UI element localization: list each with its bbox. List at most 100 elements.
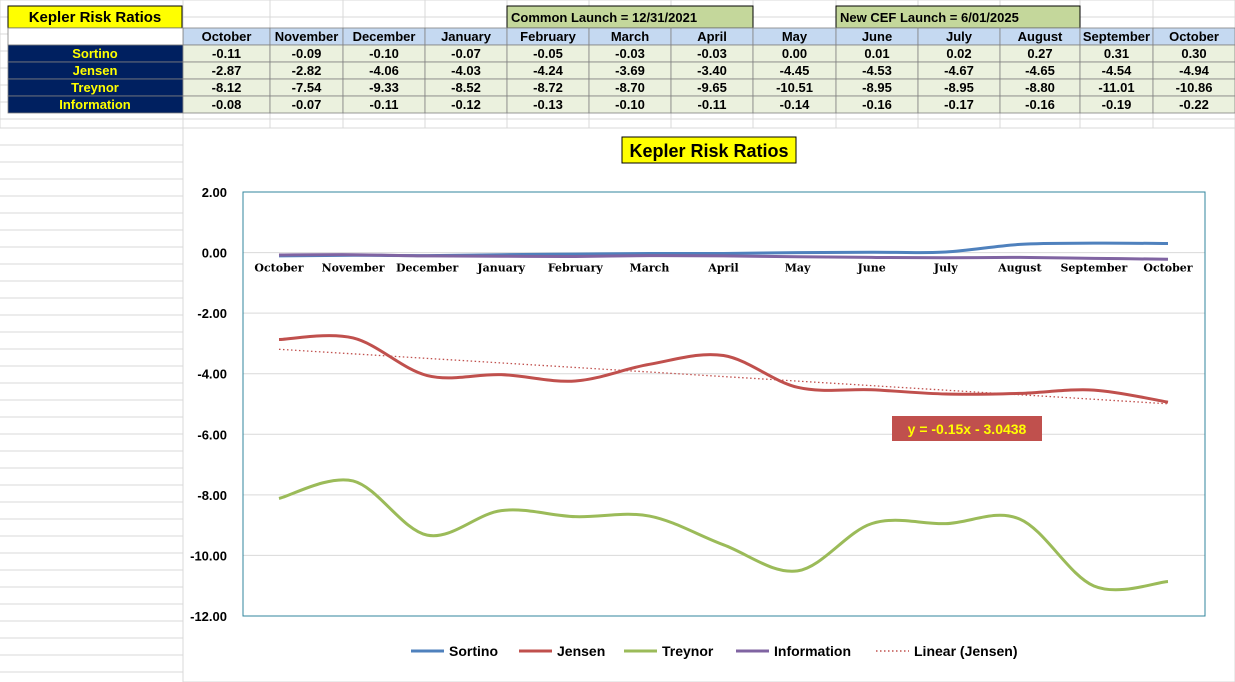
- value-text: -0.12: [451, 97, 481, 112]
- value-text: -4.24: [533, 63, 563, 78]
- common-launch-note: Common Launch = 12/31/2021: [511, 10, 697, 25]
- x-tick-label: November: [322, 262, 385, 275]
- value-text: -7.54: [292, 80, 322, 95]
- value-text: -0.16: [862, 97, 892, 112]
- value-text: 0.01: [864, 46, 889, 61]
- value-text: -0.09: [292, 46, 322, 61]
- month-header: December: [353, 29, 416, 44]
- value-text: -0.07: [451, 46, 481, 61]
- month-header: January: [441, 29, 492, 44]
- month-header: April: [697, 29, 727, 44]
- value-text: -0.17: [944, 97, 974, 112]
- month-header: June: [862, 29, 892, 44]
- plot-area: 2.00 0.00 -2.00 -4.00 -6.00 -8.00 -10.00 -12.00…: [190, 185, 1206, 624]
- value-text: -4.06: [369, 63, 399, 78]
- value-text: -4.03: [451, 63, 481, 78]
- month-header: September: [1083, 29, 1150, 44]
- value-text: -0.08: [212, 97, 242, 112]
- x-tick-label: April: [707, 262, 738, 275]
- value-text: -4.94: [1179, 63, 1209, 78]
- x-tick-label: July: [933, 262, 958, 275]
- y-tick-label: -6.00: [197, 427, 227, 442]
- month-header: October: [202, 29, 252, 44]
- value-text: -0.16: [1025, 97, 1055, 112]
- value-text: -0.07: [292, 97, 322, 112]
- y-tick-label: 2.00: [202, 185, 227, 200]
- value-text: -0.22: [1179, 97, 1209, 112]
- x-tick-label: January: [476, 262, 525, 275]
- value-text: -0.05: [533, 46, 563, 61]
- chart-title: Kepler Risk Ratios: [629, 141, 788, 161]
- value-text: -0.11: [212, 46, 241, 61]
- row-label-jensen: Jensen: [73, 63, 118, 78]
- value-text: -3.69: [615, 63, 645, 78]
- value-text: -8.12: [212, 80, 242, 95]
- value-text: -8.80: [1025, 80, 1055, 95]
- plot-border: [242, 191, 1206, 617]
- x-tick-label: February: [548, 262, 604, 275]
- month-header: November: [275, 29, 339, 44]
- value-text: 0.30: [1181, 46, 1206, 61]
- value-text: -0.11: [698, 97, 727, 112]
- legend-label: Linear (Jensen): [914, 643, 1017, 659]
- x-tick-label: December: [396, 262, 459, 275]
- x-tick-label: August: [997, 262, 1042, 275]
- month-header: July: [946, 29, 973, 44]
- value-text: -0.11: [370, 97, 399, 112]
- trendline-equation: y = -0.15x - 3.0438: [908, 421, 1027, 437]
- value-text: -0.10: [615, 97, 645, 112]
- value-text: 0.02: [946, 46, 971, 61]
- month-header: August: [1018, 29, 1063, 44]
- value-text: -8.95: [862, 80, 892, 95]
- value-text: -10.86: [1176, 80, 1213, 95]
- value-cell[interactable]: [1152, 95, 1235, 114]
- value-text: -4.65: [1025, 63, 1055, 78]
- month-header: February: [520, 29, 576, 44]
- value-text: -9.65: [697, 80, 727, 95]
- row-label-information: Information: [59, 97, 131, 112]
- x-tick-label: June: [857, 262, 886, 275]
- value-text: -4.54: [1102, 63, 1132, 78]
- value-text: -0.03: [697, 46, 727, 61]
- value-text: -8.70: [615, 80, 645, 95]
- value-text: 0.31: [1104, 46, 1129, 61]
- chart-legend: Sortino Jensen Treynor Information Linear (J…: [411, 643, 1017, 659]
- legend-label: Sortino: [449, 643, 498, 659]
- new-cef-launch-note: New CEF Launch = 6/01/2025: [840, 10, 1019, 25]
- x-tick-label: May: [785, 262, 811, 275]
- series-line-information[interactable]: [278, 253, 1169, 261]
- chart-area[interactable]: [182, 127, 1235, 682]
- x-tick-label: October: [254, 262, 303, 275]
- value-text: -4.67: [944, 63, 974, 78]
- x-tick-label: October: [1143, 262, 1192, 275]
- x-tick-label: March: [630, 262, 670, 275]
- value-text: 0.27: [1027, 46, 1052, 61]
- value-text: 0.00: [782, 46, 807, 61]
- sheet-title: Kepler Risk Ratios: [29, 9, 162, 26]
- risk-ratio-table: October November December January February Ma…: [7, 27, 1235, 114]
- series-line-treynor[interactable]: [278, 478, 1169, 592]
- row-label-sortino: Sortino: [72, 46, 118, 61]
- value-text: -3.40: [697, 63, 727, 78]
- value-text: -0.19: [1102, 97, 1132, 112]
- row-label-treynor: Treynor: [71, 80, 119, 95]
- value-text: -4.53: [862, 63, 892, 78]
- y-tick-label: 0.00: [202, 246, 227, 261]
- legend-label: Treynor: [662, 643, 714, 659]
- trendline-equation-box: [892, 416, 1042, 441]
- corner-cell[interactable]: [7, 27, 184, 46]
- value-text: -8.95: [944, 80, 974, 95]
- value-text: -8.72: [533, 80, 563, 95]
- value-text: -10.51: [776, 80, 813, 95]
- y-tick-label: -12.00: [190, 609, 227, 624]
- series-line-jensen[interactable]: [278, 334, 1169, 404]
- value-text: -9.33: [369, 80, 399, 95]
- value-text: -11.01: [1098, 80, 1134, 95]
- month-header: March: [611, 29, 649, 44]
- x-tick-label: September: [1060, 262, 1127, 275]
- y-tick-label: -4.00: [197, 367, 227, 382]
- y-tick-label: -2.00: [197, 306, 227, 321]
- value-text: -0.03: [615, 46, 645, 61]
- legend-label: Information: [774, 643, 851, 659]
